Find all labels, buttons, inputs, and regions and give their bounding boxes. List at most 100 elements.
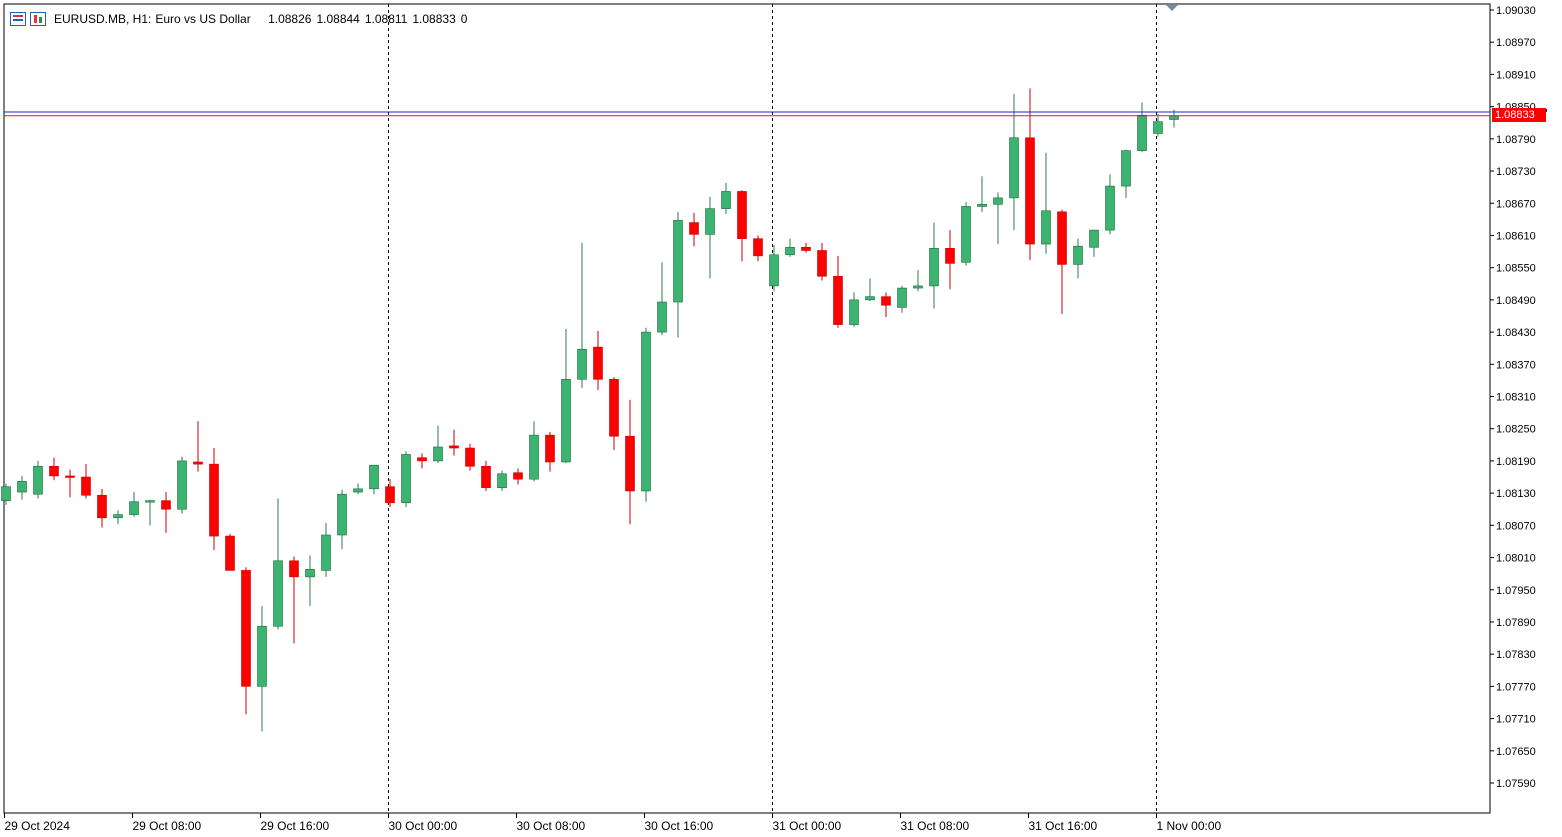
chart-menu-icon[interactable] xyxy=(10,12,26,26)
candle-body xyxy=(609,379,619,437)
candle xyxy=(897,285,907,313)
y-tick-label: 1.07710 xyxy=(1496,714,1536,726)
candle-body xyxy=(177,460,187,510)
candle-body xyxy=(737,191,747,239)
candle-body xyxy=(1073,245,1083,265)
candle xyxy=(225,533,235,571)
candle-body xyxy=(1121,150,1131,187)
candle-body xyxy=(369,464,379,490)
candle xyxy=(1153,114,1163,137)
candle xyxy=(145,499,155,526)
x-tick-label: 31 Oct 08:00 xyxy=(901,819,970,833)
x-tick-label: 30 Oct 16:00 xyxy=(645,819,714,833)
candle-body xyxy=(577,348,587,380)
candle-body xyxy=(225,535,235,571)
candle xyxy=(801,242,811,253)
candle xyxy=(849,292,859,327)
x-tick-label: 31 Oct 00:00 xyxy=(773,819,842,833)
candle xyxy=(593,331,603,391)
candles-layer xyxy=(1,88,1179,732)
candle xyxy=(913,269,923,292)
candle-body xyxy=(481,465,491,489)
y-tick-label: 1.09030 xyxy=(1496,5,1536,17)
candle-body xyxy=(257,625,267,687)
candle xyxy=(833,255,843,328)
y-tick-label: 1.07830 xyxy=(1496,649,1536,661)
low-value: 1.08811 xyxy=(364,12,408,26)
candle xyxy=(385,479,395,508)
candle xyxy=(337,489,347,549)
candle xyxy=(369,464,379,495)
candle xyxy=(1121,149,1131,198)
candle-body xyxy=(353,488,363,493)
axes-layer: 1.090301.089701.089101.088501.087901.087… xyxy=(4,5,1536,833)
candle-body xyxy=(305,569,315,578)
y-tick-label: 1.08010 xyxy=(1496,553,1536,565)
candle xyxy=(353,483,363,495)
grid-layer xyxy=(3,3,1491,814)
candle xyxy=(1057,209,1067,314)
candle-body xyxy=(417,457,427,462)
candle-body xyxy=(849,299,859,325)
candle-body xyxy=(1041,210,1051,245)
candle-body xyxy=(273,560,283,627)
candle-body xyxy=(17,481,27,493)
candle xyxy=(1,483,11,505)
candle-body xyxy=(817,250,827,277)
y-tick-label: 1.08310 xyxy=(1496,392,1536,404)
candle xyxy=(625,399,635,525)
candle xyxy=(705,196,715,279)
candle-body xyxy=(81,476,91,496)
y-tick-label: 1.08250 xyxy=(1496,424,1536,436)
candle xyxy=(49,457,59,481)
candle-body xyxy=(49,465,59,477)
candlestick-icon[interactable] xyxy=(30,12,46,26)
candle-body xyxy=(401,454,411,504)
y-tick-label: 1.08490 xyxy=(1496,295,1536,307)
candle xyxy=(81,464,91,499)
candle-body xyxy=(657,301,667,333)
candle-body xyxy=(801,246,811,251)
candle xyxy=(257,605,267,732)
candle-body xyxy=(1137,114,1147,151)
candle-body xyxy=(593,346,603,380)
candle xyxy=(401,451,411,508)
candle-body xyxy=(289,560,299,578)
candle-body xyxy=(641,331,651,492)
x-tick-label: 1 Nov 00:00 xyxy=(1157,819,1222,833)
candle xyxy=(65,469,75,498)
y-tick-label: 1.08430 xyxy=(1496,327,1536,339)
plot-frame xyxy=(3,3,1491,814)
candle xyxy=(785,238,795,257)
symbol-label: EURUSD.MB, H1: xyxy=(54,12,152,26)
candle-body xyxy=(1057,211,1067,265)
current-price-tag: 1.08833 xyxy=(1492,108,1546,122)
candle-body xyxy=(689,222,699,235)
candle-body xyxy=(33,465,43,495)
candle-body xyxy=(865,296,875,301)
candle xyxy=(1041,152,1051,254)
x-tick-label: 30 Oct 08:00 xyxy=(517,819,586,833)
candle-body xyxy=(145,500,155,503)
x-tick-label: 30 Oct 00:00 xyxy=(389,819,458,833)
y-tick-label: 1.08550 xyxy=(1496,263,1536,275)
y-tick-label: 1.07890 xyxy=(1496,617,1536,629)
candle xyxy=(721,182,731,214)
candle-body xyxy=(497,473,507,489)
candle-body xyxy=(881,296,891,306)
ohlc-values: 1.08826 1.08844 1.08811 1.08833 0 xyxy=(255,0,473,40)
candle xyxy=(193,421,203,472)
candle-body xyxy=(113,514,123,519)
candle-body xyxy=(1105,185,1115,231)
candle-body xyxy=(433,446,443,462)
candle-body xyxy=(321,534,331,571)
candle xyxy=(545,431,555,472)
candle xyxy=(737,190,747,262)
candle-body xyxy=(753,238,763,257)
candle xyxy=(769,245,779,292)
candle-body xyxy=(625,435,635,492)
candle xyxy=(17,475,27,500)
candle-body xyxy=(1009,137,1019,199)
candle xyxy=(673,211,683,338)
